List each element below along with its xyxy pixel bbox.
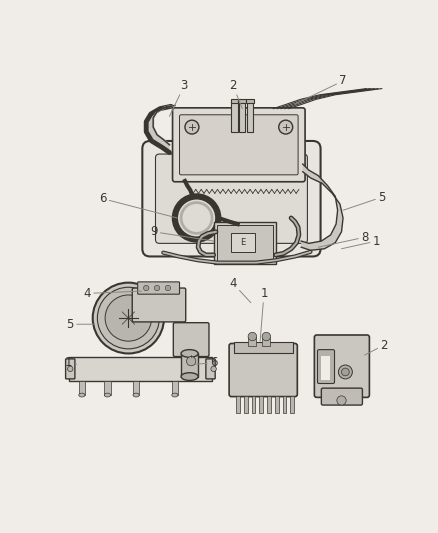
Circle shape — [93, 282, 164, 353]
Bar — [104, 381, 110, 395]
Polygon shape — [303, 164, 311, 178]
Circle shape — [342, 368, 349, 376]
FancyBboxPatch shape — [142, 141, 321, 256]
Polygon shape — [336, 210, 343, 232]
Text: 1: 1 — [342, 235, 380, 249]
Polygon shape — [328, 185, 340, 204]
Ellipse shape — [181, 350, 198, 357]
Bar — [79, 381, 85, 395]
Circle shape — [279, 120, 293, 134]
Circle shape — [67, 366, 73, 372]
Text: 4: 4 — [229, 277, 251, 303]
FancyBboxPatch shape — [321, 388, 362, 405]
Bar — [172, 381, 178, 395]
Bar — [290, 396, 294, 413]
Text: 1: 1 — [65, 356, 77, 369]
Polygon shape — [309, 241, 325, 251]
FancyBboxPatch shape — [206, 359, 215, 379]
Ellipse shape — [172, 393, 178, 397]
Polygon shape — [160, 106, 175, 109]
FancyBboxPatch shape — [66, 359, 75, 379]
Circle shape — [154, 285, 160, 290]
Bar — [247, 101, 253, 132]
Circle shape — [105, 295, 152, 341]
Text: 5: 5 — [67, 318, 93, 330]
Bar — [214, 222, 276, 264]
Bar — [234, 342, 293, 353]
Text: 9: 9 — [150, 225, 214, 241]
Bar — [236, 396, 240, 413]
Bar — [321, 356, 330, 381]
FancyBboxPatch shape — [173, 108, 305, 182]
Bar — [246, 99, 254, 103]
Text: 8: 8 — [318, 231, 368, 247]
Bar — [248, 336, 256, 346]
Polygon shape — [309, 170, 322, 183]
FancyBboxPatch shape — [173, 322, 209, 357]
Text: 4: 4 — [84, 287, 141, 300]
Polygon shape — [146, 112, 157, 122]
Polygon shape — [336, 196, 343, 218]
Text: 3: 3 — [170, 79, 188, 116]
Bar — [251, 396, 255, 413]
Polygon shape — [331, 224, 342, 243]
Text: 7: 7 — [295, 75, 347, 104]
FancyBboxPatch shape — [229, 343, 297, 397]
Ellipse shape — [79, 393, 85, 397]
Ellipse shape — [181, 373, 198, 381]
Text: 2: 2 — [365, 338, 388, 355]
Circle shape — [97, 287, 159, 349]
Polygon shape — [321, 235, 336, 249]
Text: 2: 2 — [229, 79, 242, 109]
Bar — [133, 381, 139, 395]
Polygon shape — [146, 118, 153, 132]
Bar — [239, 101, 245, 132]
Bar — [262, 336, 270, 346]
Text: 1: 1 — [260, 287, 268, 341]
Bar — [238, 99, 246, 103]
Text: 6: 6 — [196, 356, 217, 369]
Circle shape — [248, 332, 257, 341]
Polygon shape — [162, 140, 170, 152]
Text: 5: 5 — [343, 191, 385, 210]
Circle shape — [337, 396, 346, 405]
Polygon shape — [318, 175, 332, 193]
Ellipse shape — [104, 393, 110, 397]
Bar — [267, 396, 271, 413]
Circle shape — [144, 285, 149, 290]
Ellipse shape — [133, 393, 139, 397]
Bar — [275, 396, 279, 413]
FancyBboxPatch shape — [314, 335, 369, 398]
Bar — [283, 396, 286, 413]
FancyBboxPatch shape — [155, 154, 307, 244]
Circle shape — [187, 357, 196, 366]
Bar — [231, 99, 238, 103]
Circle shape — [211, 366, 216, 372]
FancyBboxPatch shape — [132, 288, 186, 322]
Bar — [231, 101, 238, 132]
Bar — [217, 225, 272, 261]
Circle shape — [339, 365, 352, 379]
Polygon shape — [151, 107, 166, 114]
FancyBboxPatch shape — [138, 282, 180, 294]
Polygon shape — [301, 241, 311, 251]
FancyBboxPatch shape — [318, 350, 335, 384]
Polygon shape — [152, 135, 163, 147]
Text: 6: 6 — [99, 192, 177, 218]
Bar — [231, 233, 255, 252]
Bar — [244, 396, 248, 413]
Circle shape — [185, 120, 199, 134]
FancyBboxPatch shape — [180, 115, 298, 175]
Circle shape — [262, 332, 271, 341]
Circle shape — [165, 285, 171, 290]
Polygon shape — [146, 127, 157, 141]
Text: E: E — [240, 238, 246, 247]
Bar — [181, 353, 198, 377]
Bar — [259, 396, 263, 413]
Bar — [69, 357, 212, 381]
